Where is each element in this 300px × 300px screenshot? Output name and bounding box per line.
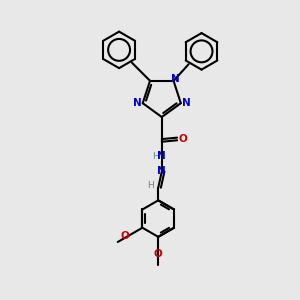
Text: N: N [133,98,142,108]
Text: N: N [158,151,166,161]
Text: O: O [154,249,163,259]
Text: O: O [120,231,129,241]
Text: O: O [178,134,187,144]
Text: H: H [147,181,153,190]
Text: N: N [171,74,180,84]
Text: N: N [182,98,190,108]
Text: N: N [158,167,166,176]
Text: H: H [152,152,159,161]
